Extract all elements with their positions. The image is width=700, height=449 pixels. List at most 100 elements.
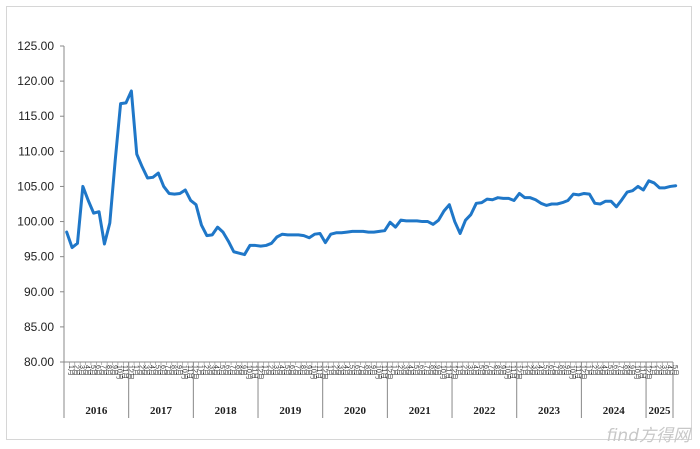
- year-label: 2025: [649, 405, 672, 417]
- month-tick-label: 8月: [493, 365, 501, 376]
- month-tick-label: 12月: [515, 365, 523, 380]
- watermark-logo: find方得网: [606, 426, 690, 446]
- month-tick-label: 2月: [331, 365, 339, 376]
- y-tick-label: 95.00: [24, 250, 54, 264]
- month-tick-label: 9月: [304, 365, 312, 376]
- x-axis: 1月2月3月4月5月6月7月8月9月10月11月12月20161月2月3月4月5…: [63, 361, 679, 418]
- month-tick-label: 8月: [299, 365, 307, 376]
- month-tick-label: 4月: [83, 365, 91, 376]
- month-tick-label: 5月: [89, 365, 97, 376]
- month-tick-label: 7月: [100, 365, 108, 376]
- month-tick-label: 4月: [277, 365, 285, 376]
- month-tick-label: 8月: [558, 365, 566, 376]
- month-tick-label: 10月: [116, 365, 124, 380]
- month-tick-label: 6月: [353, 365, 361, 376]
- month-tick-label: 9月: [175, 365, 183, 376]
- year-label: 2022: [473, 405, 496, 417]
- y-tick-label: 90.00: [24, 285, 54, 299]
- month-tick-label: 11月: [638, 365, 646, 379]
- month-tick-label: 7月: [294, 365, 302, 376]
- month-tick-label: 1月: [132, 365, 140, 376]
- month-tick-label: 8月: [364, 365, 372, 376]
- month-tick-label: 12月: [579, 365, 587, 380]
- year-label: 2023: [538, 405, 561, 417]
- y-tick-label: 105.00: [17, 179, 54, 193]
- month-tick-label: 7月: [552, 365, 560, 376]
- month-tick-label: 6月: [547, 365, 555, 376]
- month-tick-label: 5月: [606, 365, 614, 376]
- month-tick-label: 1月: [326, 365, 334, 376]
- month-tick-label: 11月: [574, 365, 582, 379]
- month-tick-label: 7月: [164, 365, 172, 376]
- month-tick-label: 8月: [105, 365, 113, 376]
- month-tick-label: 11月: [444, 365, 452, 379]
- month-tick-label: 4月: [148, 365, 156, 376]
- month-tick-label: 3月: [595, 365, 603, 376]
- month-tick-label: 2月: [73, 365, 81, 376]
- month-tick-label: 5月: [218, 365, 226, 376]
- y-tick-label: 115.00: [18, 109, 54, 123]
- month-tick-label: 2月: [202, 365, 210, 376]
- month-tick-label: 8月: [428, 365, 436, 376]
- month-tick-label: 4月: [665, 365, 673, 376]
- month-tick-label: 11月: [121, 365, 129, 379]
- month-tick-label: 4月: [213, 365, 221, 376]
- month-tick-label: 12月: [450, 365, 458, 380]
- month-tick-label: 7月: [488, 365, 496, 376]
- month-tick-label: 3月: [337, 365, 345, 376]
- month-tick-label: 9月: [369, 365, 377, 376]
- series-line: [65, 89, 678, 257]
- month-tick-label: 4月: [342, 365, 350, 376]
- month-tick-label: 11月: [509, 365, 517, 379]
- month-tick-label: 2月: [267, 365, 275, 376]
- month-tick-label: 9月: [498, 365, 506, 376]
- month-tick-label: 10月: [439, 365, 447, 380]
- month-tick-label: 2月: [396, 365, 404, 376]
- month-tick-label: 10月: [245, 365, 253, 380]
- month-tick-label: 1月: [649, 365, 657, 376]
- month-tick-label: 6月: [418, 365, 426, 376]
- year-label: 2017: [150, 405, 173, 417]
- month-tick-label: 10月: [310, 365, 318, 380]
- month-tick-label: 5月: [541, 365, 549, 376]
- year-label: 2018: [215, 405, 238, 417]
- y-axis: 80.00 85.00 90.00 95.00 100.00 105.00 110.00 11…: [17, 39, 65, 369]
- month-tick-label: 1月: [391, 365, 399, 376]
- month-tick-label: 5月: [412, 365, 420, 376]
- year-label: 2024: [603, 405, 626, 417]
- month-tick-label: 7月: [423, 365, 431, 376]
- month-tick-label: 5月: [347, 365, 355, 376]
- month-tick-label: 12月: [126, 365, 134, 380]
- y-tick-label: 125.00: [17, 39, 54, 53]
- month-tick-label: 12月: [256, 365, 264, 380]
- year-label: 2021: [409, 405, 431, 417]
- month-tick-label: 8月: [622, 365, 630, 376]
- month-tick-label: 5月: [477, 365, 485, 376]
- month-tick-label: 2月: [461, 365, 469, 376]
- month-tick-label: 1月: [197, 365, 205, 376]
- month-tick-label: 9月: [563, 365, 571, 376]
- year-label: 2019: [279, 405, 302, 417]
- month-tick-label: 3月: [78, 365, 86, 376]
- month-tick-label: 5月: [671, 365, 679, 376]
- chart-frame: [6, 6, 692, 440]
- month-tick-label: 6月: [482, 365, 490, 376]
- month-tick-label: 1月: [585, 365, 593, 376]
- y-tick-label: 85.00: [24, 320, 54, 334]
- month-tick-label: 6月: [94, 365, 102, 376]
- month-tick-label: 10月: [633, 365, 641, 380]
- month-tick-label: 10月: [374, 365, 382, 380]
- month-tick-label: 4月: [471, 365, 479, 376]
- month-tick-label: 1月: [67, 365, 75, 376]
- month-tick-label: 3月: [531, 365, 539, 376]
- month-tick-label: 4月: [601, 365, 609, 376]
- month-tick-label: 12月: [191, 365, 199, 380]
- month-tick-label: 3月: [660, 365, 668, 376]
- month-tick-label: 4月: [407, 365, 415, 376]
- series-layer: [65, 89, 678, 257]
- month-tick-label: 3月: [466, 365, 474, 376]
- year-label: 2020: [344, 405, 367, 417]
- month-tick-label: 2月: [590, 365, 598, 376]
- month-tick-label: 3月: [207, 365, 215, 376]
